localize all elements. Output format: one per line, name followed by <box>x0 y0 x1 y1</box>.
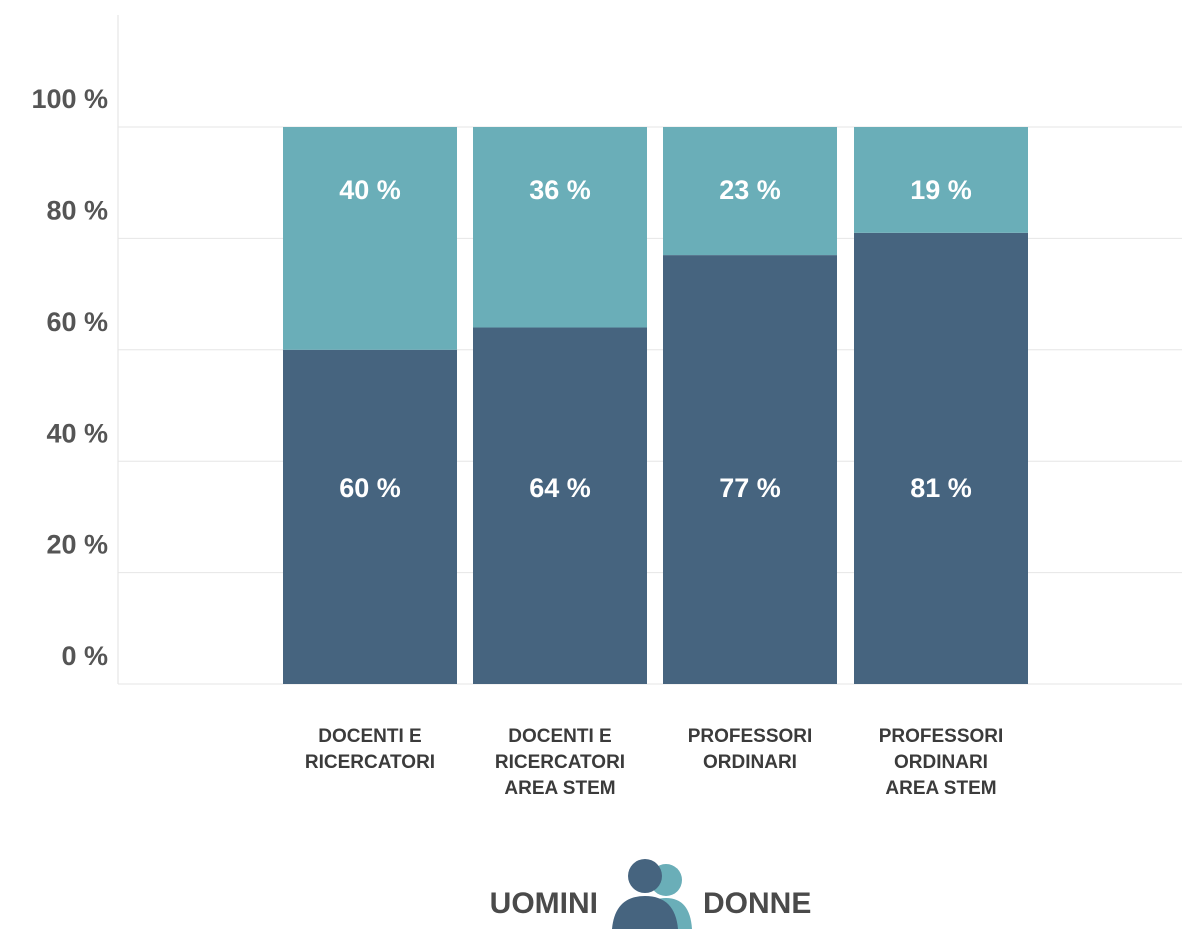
legend-label: DONNE <box>703 887 811 920</box>
bar-segment <box>854 127 1028 233</box>
bar-segment <box>663 127 837 256</box>
bar-segment <box>473 327 647 684</box>
legend-icon <box>612 859 692 929</box>
x-tick-label: PROFESSORI ORDINARI AREA STEM <box>878 726 1004 799</box>
data-label: 19 % <box>910 175 972 205</box>
y-tick-label: 0 % <box>61 641 108 671</box>
y-tick-label: 80 % <box>46 196 108 226</box>
y-tick-label: 60 % <box>46 307 108 337</box>
y-tick-label: 40 % <box>46 418 108 448</box>
x-tick-label: PROFESSORI ORDINARI <box>687 726 813 773</box>
data-label: 40 % <box>339 175 401 205</box>
y-tick-label: 100 % <box>31 84 108 114</box>
y-tick-label: 20 % <box>46 530 108 560</box>
bar-segment <box>283 349 457 684</box>
data-label: 60 % <box>339 473 401 503</box>
bar-segment <box>283 127 457 350</box>
data-label: 81 % <box>910 473 972 503</box>
data-label: 23 % <box>719 175 781 205</box>
data-label: 64 % <box>529 473 591 503</box>
bar-segment <box>473 127 647 328</box>
bar-segment <box>663 255 837 685</box>
legend-label: UOMINI <box>490 887 598 920</box>
data-label: 36 % <box>529 175 591 205</box>
bar-segment <box>854 232 1028 684</box>
x-tick-label: DOCENTI E RICERCATORI <box>304 726 436 773</box>
data-label: 77 % <box>719 473 781 503</box>
x-tick-label: DOCENTI E RICERCATORI AREA STEM <box>494 726 626 799</box>
